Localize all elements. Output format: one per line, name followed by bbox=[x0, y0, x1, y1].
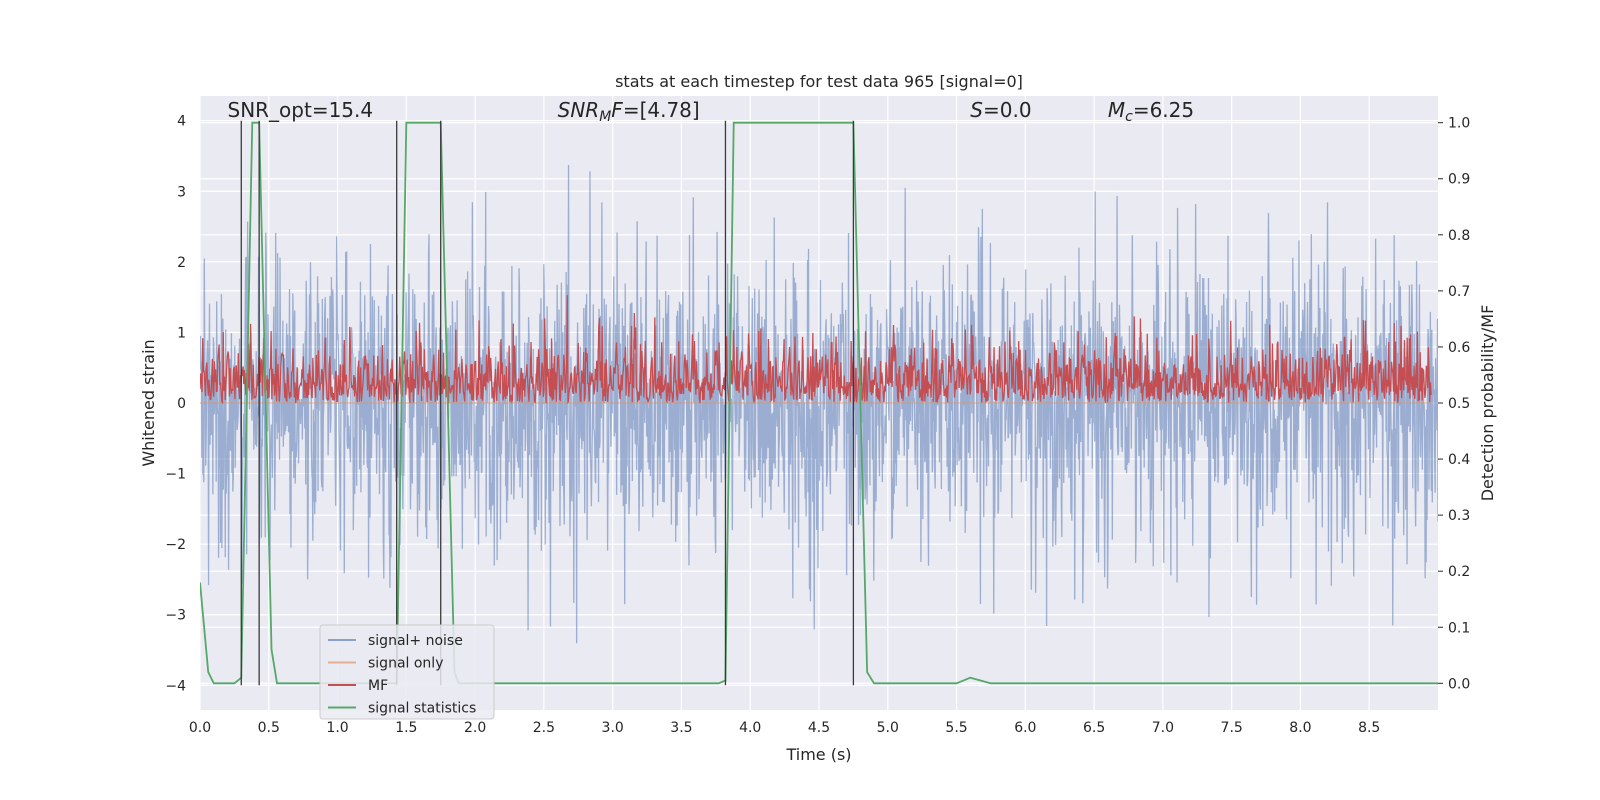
x-tick-label: 5.0 bbox=[877, 720, 899, 736]
x-tick-label: 1.5 bbox=[395, 720, 417, 736]
x-axis-label: Time (s) bbox=[785, 745, 851, 764]
legend-label-signal-noise: signal+ noise bbox=[368, 633, 463, 649]
legend-label-signal-only: signal only bbox=[368, 656, 443, 672]
x-tick-label: 3.0 bbox=[602, 720, 624, 736]
y2-tick-label: 0.4 bbox=[1448, 452, 1470, 468]
x-tick-label: 0.5 bbox=[258, 720, 280, 736]
x-tick-label: 4.5 bbox=[808, 720, 830, 736]
legend-box bbox=[319, 624, 495, 720]
x-tick-label: 7.0 bbox=[1152, 720, 1174, 736]
y2-tick-label: 0.5 bbox=[1448, 396, 1470, 412]
plot-area bbox=[200, 120, 1438, 686]
x-tick-label: 6.5 bbox=[1083, 720, 1105, 736]
y-tick-label: −4 bbox=[165, 678, 186, 694]
y-tick-label: 0 bbox=[177, 396, 186, 412]
annotation-s-val: S=0.0 bbox=[970, 98, 1031, 122]
y2-ticks: 0.0 0.1 0.2 0.3 0.4 0.5 0.6 0.7 0.8 0.9 1.0 bbox=[1438, 116, 1470, 692]
y-ticks: −4 −3 −2 −1 0 1 2 3 4 bbox=[165, 114, 186, 695]
chart-title: stats at each timestep for test data 965… bbox=[615, 72, 1023, 91]
x-tick-label: 4.0 bbox=[739, 720, 761, 736]
y2-tick-label: 0.1 bbox=[1448, 620, 1470, 636]
y2-tick-label: 0.8 bbox=[1448, 228, 1470, 244]
y-tick-label: −1 bbox=[165, 467, 186, 483]
x-tick-label: 2.5 bbox=[533, 720, 555, 736]
y2-tick-label: 1.0 bbox=[1448, 116, 1470, 132]
legend: signal+ noise signal only MF signal statist… bbox=[319, 624, 495, 720]
x-tick-label: 8.0 bbox=[1289, 720, 1311, 736]
y-axis-label: Whitened strain bbox=[139, 339, 158, 466]
annotation-snr-opt: SNR_opt=15.4 bbox=[228, 98, 374, 122]
x-tick-label: 1.0 bbox=[326, 720, 348, 736]
y2-tick-label: 0.7 bbox=[1448, 284, 1470, 300]
y-tick-label: 2 bbox=[177, 255, 186, 271]
annotations: SNR_opt=15.4 SNRMF=[4.78] S=0.0 Mc=6.25 bbox=[228, 98, 1195, 125]
y2-tick-label: 0.0 bbox=[1448, 676, 1470, 692]
x-tick-label: 3.5 bbox=[670, 720, 692, 736]
y2-tick-label: 0.6 bbox=[1448, 340, 1470, 356]
y2-tick-label: 0.2 bbox=[1448, 564, 1470, 580]
y2-tick-label: 0.9 bbox=[1448, 172, 1470, 188]
x-tick-label: 0.0 bbox=[189, 720, 211, 736]
annotation-mc-val: Mc=6.25 bbox=[1108, 98, 1194, 125]
x-tick-label: 6.0 bbox=[1014, 720, 1036, 736]
x-ticks: 0.0 0.5 1.0 1.5 2.0 2.5 3.0 3.5 4.0 4.5 5.0 5.5 6.0 6… bbox=[189, 720, 1380, 736]
y-tick-label: 3 bbox=[177, 184, 186, 200]
y-tick-label: −2 bbox=[165, 537, 186, 553]
x-tick-label: 7.5 bbox=[1221, 720, 1243, 736]
x-tick-label: 5.5 bbox=[945, 720, 967, 736]
legend-label-signal-statistics: signal statistics bbox=[368, 701, 476, 717]
series-mf bbox=[200, 295, 1432, 405]
y-tick-label: 1 bbox=[177, 325, 186, 341]
annotation-snr-mf: SNRMF=[4.78] bbox=[558, 98, 700, 125]
y2-tick-label: 0.3 bbox=[1448, 508, 1470, 524]
y-tick-label: −3 bbox=[165, 608, 186, 624]
x-tick-label: 2.0 bbox=[464, 720, 486, 736]
legend-label-mf: MF bbox=[368, 678, 388, 694]
y-tick-label: 4 bbox=[177, 114, 186, 130]
x-tick-label: 8.5 bbox=[1358, 720, 1380, 736]
y2-axis-label: Detection probability/MF bbox=[1478, 305, 1497, 502]
